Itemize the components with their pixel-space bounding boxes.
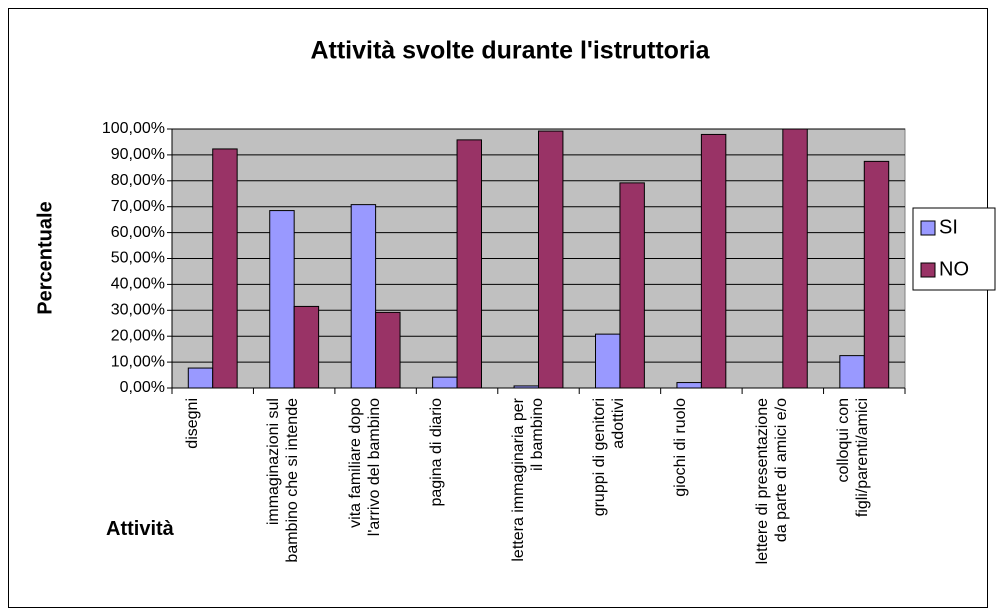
bar: [676, 382, 702, 389]
y-tick-label: 90,00%: [111, 146, 165, 163]
x-axis-label: Attività: [106, 518, 174, 540]
x-tick-label: giochi di ruolo: [672, 398, 690, 497]
bar: [293, 305, 320, 389]
chart-title: Attività svolte durante l'istruttoria: [310, 37, 710, 65]
y-tick-label: 10,00%: [111, 353, 165, 370]
bar: [700, 133, 727, 389]
x-tick-label: lettere di presentazione da parte di ami…: [753, 398, 790, 565]
y-axis-label: Percentuale: [34, 201, 56, 314]
x-tick-label: disegni: [183, 398, 201, 449]
y-tick-label: 60,00%: [111, 224, 165, 241]
bar: [863, 160, 890, 389]
y-tick-label: 20,00%: [111, 327, 165, 344]
legend-label: SI: [939, 216, 958, 238]
y-tick-label: 30,00%: [111, 302, 165, 319]
x-tick-label: colloqui con figli/parenti/amici: [835, 398, 872, 518]
bar: [350, 204, 377, 389]
bar: [456, 139, 482, 389]
bar: [538, 130, 564, 389]
bar: [782, 128, 808, 389]
legend-label: NO: [939, 258, 969, 280]
bar: [375, 311, 401, 389]
y-tick-label: 80,00%: [111, 172, 165, 189]
y-tick-label: 50,00%: [111, 250, 165, 267]
bar: [432, 376, 458, 389]
bar: [619, 182, 645, 389]
x-tick-label: gruppi di genitori adottivi: [590, 398, 627, 517]
x-tick-label: lettera immaginaria per il bambino: [509, 398, 546, 562]
y-tick-label: 70,00%: [111, 198, 165, 215]
y-tick-label: 100,00%: [102, 120, 165, 137]
bar: [212, 148, 238, 389]
bar: [187, 367, 214, 389]
legend-swatch: [920, 262, 936, 278]
x-tick-label: pagina di diario: [428, 398, 446, 507]
y-tick-label: 40,00%: [111, 276, 165, 293]
y-tick-label: 0,00%: [120, 379, 165, 396]
bar: [839, 355, 865, 389]
x-tick-label: vita familiare dopo l'arrivo del bambino: [346, 398, 383, 537]
bar: [595, 333, 621, 389]
x-tick-label: immaginazioni sul bambino che si intende: [265, 398, 302, 563]
bar: [269, 210, 295, 389]
legend-swatch: [920, 220, 936, 236]
